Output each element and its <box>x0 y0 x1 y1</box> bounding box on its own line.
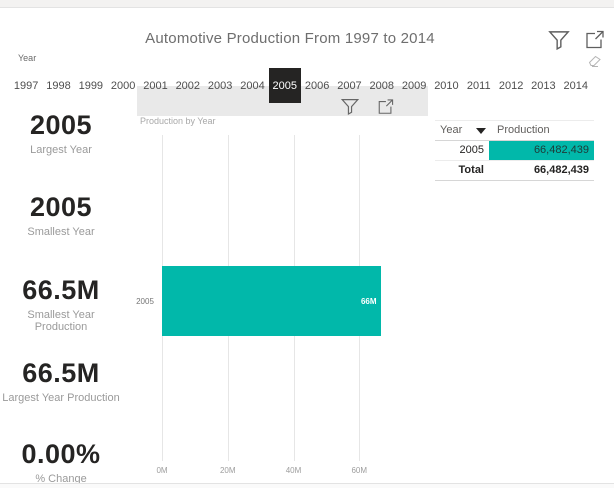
sort-descending-icon <box>476 127 486 134</box>
focus-mode-icon[interactable] <box>582 28 607 52</box>
year-option-2000[interactable]: 2000 <box>110 79 136 92</box>
production-bar[interactable]: 66M <box>162 266 381 336</box>
bottom-edge-strip <box>0 483 614 488</box>
table-header-year[interactable]: Year <box>435 121 488 140</box>
chart-filter-icon[interactable] <box>339 95 361 118</box>
kpi-card-largest-year-production: 66.5M Largest Year Production <box>0 358 122 404</box>
year-option-1999[interactable]: 1999 <box>78 79 104 92</box>
table-row-2005[interactable]: 2005 66,482,439 <box>435 141 594 160</box>
y-axis-category-label: 2005 <box>136 297 154 306</box>
year-option-2008[interactable]: 2008 <box>369 79 395 92</box>
year-option-2009[interactable]: 2009 <box>401 79 427 92</box>
year-option-2014[interactable]: 2014 <box>563 79 588 92</box>
year-option-2007[interactable]: 2007 <box>337 79 362 92</box>
x-axis-tick-20M: 20M <box>219 466 236 475</box>
table-header-production[interactable]: Production <box>497 124 550 136</box>
table-header-row: Year Production <box>435 120 594 141</box>
year-option-2012[interactable]: 2012 <box>498 79 524 92</box>
kpi-card-smallest-year-production: 66.5M Smallest Year Production <box>0 275 122 333</box>
kpi-value: 2005 <box>29 110 93 140</box>
table-total-label: Total <box>458 164 484 176</box>
kpi-label: Largest Year <box>30 144 92 156</box>
year-slicer: 1997 1998 1999 2000 2001 2002 2003 2004 … <box>10 68 592 103</box>
kpi-label: Smallest Year <box>27 226 95 238</box>
x-axis-tick-0M: 0M <box>156 466 168 475</box>
kpi-value: 66.5M <box>22 275 100 305</box>
kpi-value: 66.5M <box>22 358 100 388</box>
year-option-2005-selected[interactable]: 2005 <box>268 68 301 103</box>
table-header-year-label: Year <box>440 124 463 136</box>
year-option-1998[interactable]: 1998 <box>46 79 71 92</box>
table-total-production: 66,482,439 <box>533 164 589 176</box>
year-option-2011[interactable]: 2011 <box>466 79 491 92</box>
x-axis-tick-40M: 40M <box>285 466 302 475</box>
kpi-card-largest-year: 2005 Largest Year <box>0 110 122 156</box>
chart-title: Production by Year <box>140 116 216 126</box>
kpi-label: % Change <box>35 473 87 485</box>
kpi-value: 2005 <box>29 192 93 222</box>
bar-chart-plot-area: 66M 0M 20M 40M 60M <box>156 135 425 475</box>
year-option-2006[interactable]: 2006 <box>304 79 330 92</box>
slicer-field-label: Year <box>18 53 37 63</box>
top-edge-strip <box>0 0 614 8</box>
table-total-row: Total 66,482,439 <box>435 160 594 181</box>
kpi-card-smallest-year: 2005 Smallest Year <box>0 192 122 238</box>
kpi-label: Smallest Year Production <box>27 309 95 333</box>
page-title: Automotive Production From 1997 to 2014 <box>145 30 435 47</box>
filter-icon[interactable] <box>546 27 572 53</box>
production-table: Year Production 2005 66,482,439 Total 66… <box>435 120 594 181</box>
year-option-1997[interactable]: 1997 <box>13 79 39 92</box>
year-option-2002[interactable]: 2002 <box>175 79 201 92</box>
bar-data-label: 66M <box>360 296 377 306</box>
kpi-label: Largest Year Production <box>2 392 120 404</box>
table-cell-year[interactable]: 2005 <box>459 144 484 156</box>
year-option-2001[interactable]: 2001 <box>143 79 168 92</box>
year-option-2013[interactable]: 2013 <box>531 79 556 92</box>
kpi-value: 0.00% <box>21 439 101 469</box>
chart-focus-mode-icon[interactable] <box>375 97 396 117</box>
table-cell-production-highlighted[interactable]: 66,482,439 <box>489 141 594 160</box>
clear-selections-eraser-icon[interactable] <box>588 54 602 67</box>
x-axis-tick-60M: 60M <box>351 466 368 475</box>
year-option-2003[interactable]: 2003 <box>207 79 233 92</box>
year-option-2010[interactable]: 2010 <box>434 79 459 92</box>
year-option-2004[interactable]: 2004 <box>240 79 265 92</box>
kpi-card-percent-change: 0.00% % Change <box>0 439 122 485</box>
